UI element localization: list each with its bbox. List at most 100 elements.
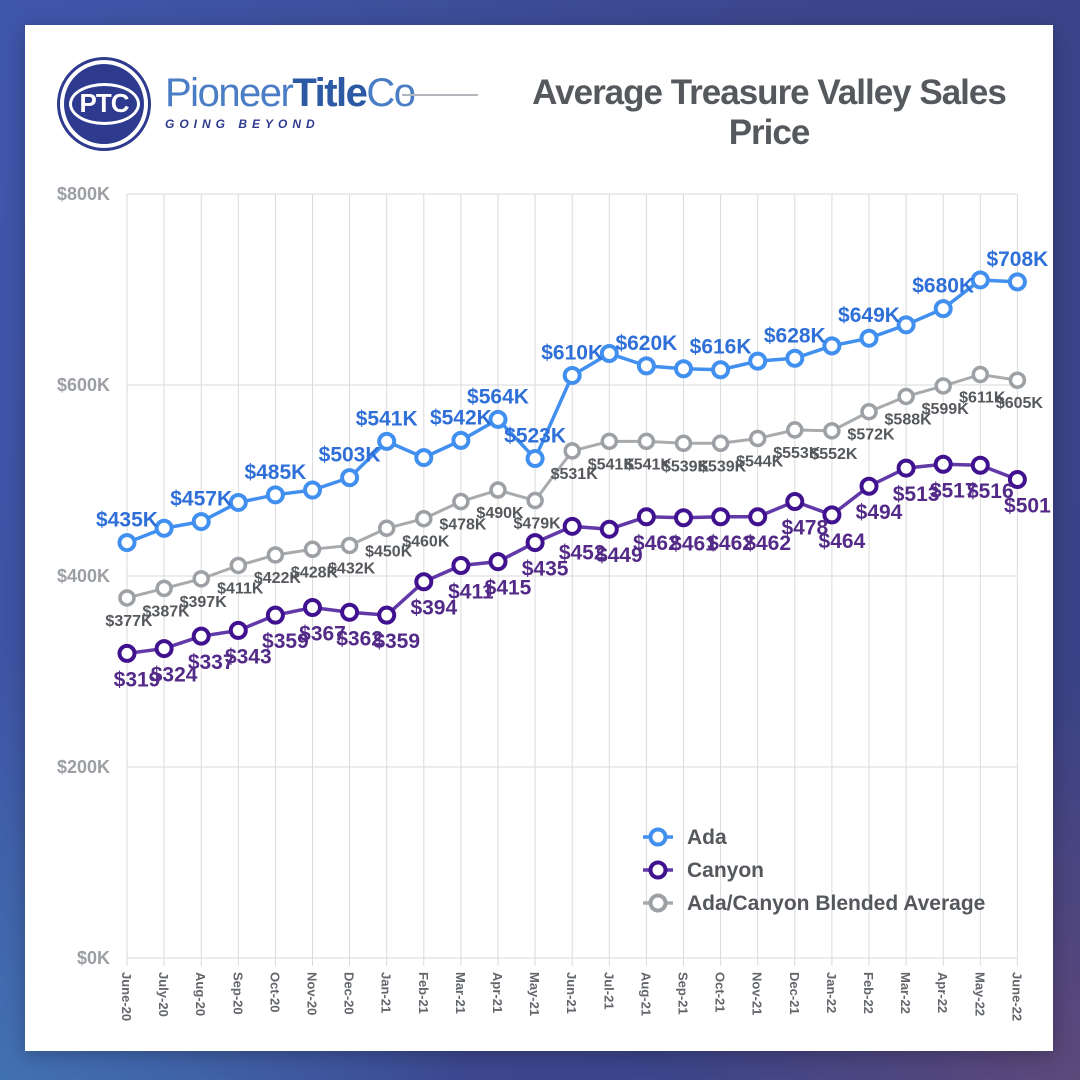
svg-text:$501: $501 <box>1004 495 1051 518</box>
svg-text:$200K: $200K <box>57 757 110 777</box>
svg-text:Jun-21: Jun-21 <box>564 972 579 1014</box>
svg-text:$387K: $387K <box>143 603 191 620</box>
svg-text:$478: $478 <box>781 517 828 540</box>
svg-text:Feb-21: Feb-21 <box>416 972 431 1014</box>
svg-text:Apr-22: Apr-22 <box>935 972 950 1013</box>
page-title: Average Treasure Valley Sales Price <box>532 73 1007 152</box>
svg-text:$611K: $611K <box>959 389 1006 406</box>
svg-text:$411: $411 <box>448 580 494 603</box>
svg-text:$513: $513 <box>893 483 940 506</box>
svg-text:$680K: $680K <box>912 275 974 298</box>
brand-tagline: GOING BEYOND <box>165 117 320 131</box>
svg-text:Canyon: Canyon <box>687 859 764 882</box>
svg-text:$359: $359 <box>262 630 309 653</box>
y-axis-labels: $0K $200K $400K $600K $800K <box>57 184 110 968</box>
svg-text:$490K: $490K <box>476 505 524 522</box>
svg-text:$461: $461 <box>670 533 717 556</box>
brand-part-co: Co <box>366 71 416 115</box>
svg-text:$457K: $457K <box>170 488 232 511</box>
svg-text:$394: $394 <box>410 597 457 620</box>
svg-text:$422K: $422K <box>254 570 302 587</box>
svg-text:$539K: $539K <box>662 458 710 475</box>
legend: Ada Canyon Ada/Canyon Blended Average <box>643 826 985 915</box>
svg-text:Sep-20: Sep-20 <box>230 972 245 1015</box>
svg-text:$462: $462 <box>707 532 754 555</box>
brand-wordmark: PioneerTitleCo GOING BEYOND <box>165 71 416 131</box>
svg-text:Jan-21: Jan-21 <box>379 972 394 1013</box>
svg-text:$531K: $531K <box>551 466 599 483</box>
svg-text:$462: $462 <box>633 532 680 555</box>
svg-text:June-20: June-20 <box>119 972 134 1021</box>
svg-text:$523K: $523K <box>504 425 566 448</box>
svg-text:Nov-21: Nov-21 <box>750 972 765 1015</box>
svg-text:$628K: $628K <box>764 324 826 347</box>
svg-text:$517: $517 <box>930 479 977 502</box>
header-divider-line <box>402 94 478 96</box>
ptc-logo-text: PTC <box>68 83 140 125</box>
svg-text:$544K: $544K <box>736 453 784 470</box>
svg-text:$435K: $435K <box>96 509 158 532</box>
svg-text:$397K: $397K <box>180 594 228 611</box>
svg-text:Mar-22: Mar-22 <box>898 972 913 1014</box>
svg-text:$605K: $605K <box>996 395 1044 412</box>
svg-text:$362: $362 <box>336 627 383 650</box>
brand-part-title: Title <box>292 71 368 115</box>
svg-text:Mar-21: Mar-21 <box>453 972 468 1014</box>
svg-text:$435: $435 <box>522 558 569 581</box>
svg-text:Dec-21: Dec-21 <box>787 972 802 1015</box>
svg-text:$400K: $400K <box>57 566 110 586</box>
svg-text:$359: $359 <box>373 630 420 653</box>
svg-text:Aug-21: Aug-21 <box>638 972 653 1016</box>
svg-text:$478K: $478K <box>439 517 487 534</box>
svg-text:$0K: $0K <box>77 948 110 968</box>
svg-text:Feb-22: Feb-22 <box>861 972 876 1014</box>
svg-text:$343: $343 <box>225 645 272 668</box>
svg-text:Aug-20: Aug-20 <box>193 972 208 1016</box>
svg-text:Dec-20: Dec-20 <box>342 972 357 1015</box>
svg-text:$337: $337 <box>188 651 235 674</box>
svg-text:$599K: $599K <box>922 401 970 418</box>
svg-text:$377K: $377K <box>105 613 153 630</box>
svg-text:$610K: $610K <box>541 341 603 364</box>
svg-text:$460K: $460K <box>402 534 450 551</box>
svg-text:$552K: $552K <box>810 446 858 463</box>
svg-text:$553K: $553K <box>773 445 821 462</box>
svg-text:June-22: June-22 <box>1009 972 1024 1021</box>
svg-text:Apr-21: Apr-21 <box>490 972 505 1013</box>
svg-text:$479K: $479K <box>514 516 562 533</box>
svg-text:$649K: $649K <box>838 304 900 327</box>
svg-text:$541K: $541K <box>356 407 418 430</box>
svg-text:$485K: $485K <box>244 461 306 484</box>
brand-part-pioneer: Pioneer <box>165 71 294 115</box>
svg-text:$616K: $616K <box>690 336 752 359</box>
svg-text:$588K: $588K <box>885 411 933 428</box>
svg-text:$800K: $800K <box>57 184 110 204</box>
svg-text:$452: $452 <box>559 541 606 564</box>
svg-text:Ada: Ada <box>687 826 727 849</box>
svg-text:$541K: $541K <box>588 456 636 473</box>
series-ada: $435K $457K $485K $503K $541K $542K$564K $523K… <box>96 248 1048 553</box>
svg-text:Oct-21: Oct-21 <box>713 972 728 1012</box>
brand-name: PioneerTitleCo <box>165 71 416 115</box>
svg-text:$541K: $541K <box>625 456 673 473</box>
series-ada-canyon-blended-average: $377K$387K$397K$411K$422K$428K$432K$450K… <box>105 365 1044 630</box>
svg-text:$494: $494 <box>856 501 903 524</box>
svg-text:$503K: $503K <box>319 444 381 467</box>
svg-text:$572K: $572K <box>847 427 895 444</box>
header: PTC PioneerTitleCo GOING BEYOND Average … <box>25 25 1053 175</box>
svg-text:$600K: $600K <box>57 375 110 395</box>
svg-text:$319: $319 <box>114 668 161 691</box>
ptc-logo-badge-inner: PTC <box>64 64 144 144</box>
svg-text:$411K: $411K <box>217 580 264 597</box>
svg-text:$564K: $564K <box>467 385 529 408</box>
svg-text:$539K: $539K <box>699 458 747 475</box>
svg-text:$432K: $432K <box>328 560 376 577</box>
svg-text:Oct-20: Oct-20 <box>267 972 282 1012</box>
x-axis-labels: June-20 July-20 Aug-20 Sep-20 Oct-20 Nov-20 De… <box>119 972 1024 1021</box>
svg-text:$449: $449 <box>596 544 643 567</box>
svg-text:Ada/Canyon Blended Average: Ada/Canyon Blended Average <box>687 892 985 915</box>
svg-text:$542K: $542K <box>430 406 492 429</box>
infographic-card: PTC PioneerTitleCo GOING BEYOND Average … <box>25 25 1053 1051</box>
svg-text:$462: $462 <box>744 532 791 555</box>
